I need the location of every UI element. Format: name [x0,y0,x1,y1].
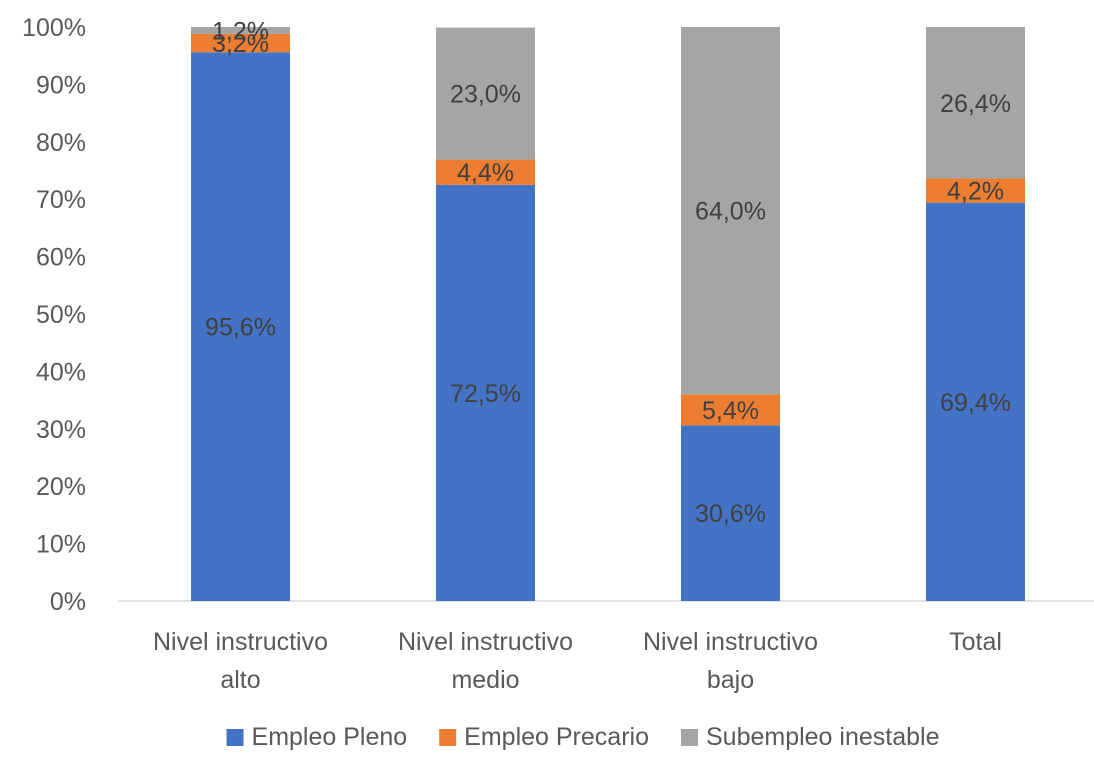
data-label: 26,4% [940,90,1011,118]
y-tick-label: 50% [36,301,86,329]
bar-segment [436,184,535,601]
data-label: 5,4% [702,397,759,425]
bar-segment [436,27,535,160]
bar-segment [436,159,535,185]
x-tick-label: Total [949,628,1002,656]
data-label: 30,6% [695,500,766,528]
bar-segment [191,33,290,53]
data-label: 1,2% [212,17,269,45]
data-label: 95,6% [205,314,276,342]
x-tick-label: alto [220,666,260,694]
bar-segment [191,27,290,34]
data-label: 69,4% [940,389,1011,417]
legend-label: Subempleo inestable [706,723,940,751]
y-tick-label: 100% [22,14,86,42]
data-label: 23,0% [450,81,521,109]
y-tick-label: 70% [36,186,86,214]
y-tick-label: 30% [36,416,86,444]
y-tick-label: 80% [36,129,86,157]
y-tick-label: 90% [36,71,86,99]
x-tick-label: bajo [707,666,754,694]
legend-label: Empleo Precario [464,723,649,751]
y-tick-label: 20% [36,473,86,501]
bar-segment [681,425,780,601]
y-tick-label: 0% [50,588,86,616]
legend-swatch [226,729,244,746]
bar-segment [681,394,780,426]
x-tick-label: Nivel instructivo [398,628,573,656]
bar-segment [926,27,1025,179]
bar-segment [926,178,1025,203]
x-tick-label: Nivel instructivo [643,628,818,656]
y-tick-label: 40% [36,358,86,386]
legend-swatch [680,729,698,746]
data-label: 4,4% [457,159,514,187]
x-tick-label: Nivel instructivo [153,628,328,656]
data-label: 72,5% [450,380,521,408]
bar-segment [926,202,1025,602]
y-tick-label: 10% [36,531,86,559]
legend-swatch [439,729,457,746]
y-tick-label: 60% [36,244,86,272]
data-label: 64,0% [695,198,766,226]
bar-segment [681,27,780,395]
data-label: 4,2% [947,178,1004,206]
x-tick-label: medio [451,666,519,694]
data-label: 3,2% [212,30,269,58]
bar-segment [191,52,290,602]
legend-label: Empleo Pleno [252,723,408,751]
